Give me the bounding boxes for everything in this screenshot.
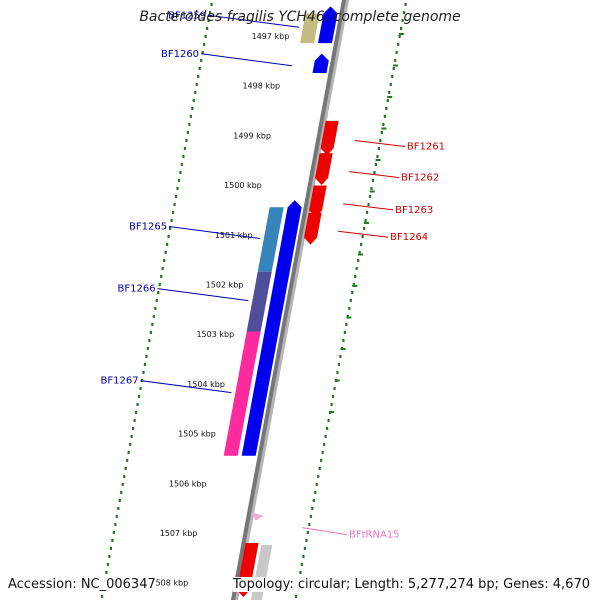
reverse-gene-leader bbox=[343, 203, 394, 211]
reverse-gene-leader bbox=[349, 171, 400, 179]
forward-gene-label[interactable]: BF1260 bbox=[161, 49, 199, 60]
scale-tick-label: 1503 kbp bbox=[196, 330, 234, 339]
cog-bar[interactable] bbox=[223, 331, 261, 456]
accession-text: Accession: NC_006347 bbox=[8, 577, 156, 592]
genome-summary-text: Topology: circular; Length: 5,277,274 bp… bbox=[232, 577, 590, 592]
feature-track-tick bbox=[352, 285, 358, 287]
reverse-gene-leader bbox=[338, 230, 389, 238]
cog-bars bbox=[223, 13, 320, 456]
backbone-line bbox=[230, 0, 347, 604]
scale-tick-label: 1508 kbp bbox=[150, 579, 188, 588]
feature-track-tick bbox=[358, 253, 364, 256]
feature-track-tick bbox=[328, 411, 334, 413]
cog-bar[interactable] bbox=[246, 271, 272, 332]
feature-track-tick bbox=[346, 316, 352, 319]
forward-gene-label[interactable]: BF1267 bbox=[101, 376, 139, 387]
cog-bar[interactable] bbox=[257, 207, 284, 272]
scale-tick-label: 1502 kbp bbox=[206, 281, 244, 290]
forward-gene-label[interactable]: BF1259 bbox=[168, 10, 206, 21]
forward-gene-arrow[interactable] bbox=[318, 6, 338, 44]
reverse-gene-arrow[interactable] bbox=[304, 212, 322, 245]
reverse-gene-arrow[interactable] bbox=[315, 153, 333, 186]
reverse-gene-label[interactable]: BF1264 bbox=[390, 232, 428, 243]
reverse-gene-label[interactable]: BF1263 bbox=[395, 205, 433, 216]
rna-gene-leader bbox=[301, 527, 348, 536]
cog-bar[interactable] bbox=[300, 13, 320, 44]
feature-track-tick bbox=[369, 190, 375, 193]
backbone bbox=[230, 0, 350, 604]
scale-tick-label: 1499 kbp bbox=[233, 131, 271, 140]
feature-track-tick bbox=[340, 348, 346, 350]
forward-gene-leader bbox=[208, 14, 300, 28]
scale-tick-label: 1500 kbp bbox=[224, 181, 262, 190]
feature-dotted-line bbox=[293, 3, 407, 604]
forward-gene-arrow[interactable] bbox=[264, 264, 290, 332]
feature-track-tick bbox=[334, 379, 340, 382]
reverse-gene-arrow[interactable] bbox=[309, 185, 327, 218]
forward-genes bbox=[241, 6, 338, 456]
rna-gene-label[interactable]: BFtRNA15 bbox=[349, 530, 400, 541]
forward-gene-leader bbox=[169, 226, 260, 239]
rna-gene-marker bbox=[251, 512, 264, 521]
reverse-gene-leader bbox=[354, 140, 405, 148]
forward-gene-label[interactable]: BF1265 bbox=[129, 222, 167, 233]
rna-genes bbox=[251, 512, 264, 521]
feature-track-tick bbox=[375, 159, 381, 161]
feature-track-tick bbox=[398, 33, 404, 35]
forward-gene-leader bbox=[157, 288, 249, 302]
forward-gene-arrow[interactable] bbox=[275, 200, 302, 272]
reverse-gene-label[interactable]: BF1262 bbox=[401, 173, 439, 184]
reverse-gene-arrow[interactable] bbox=[320, 120, 339, 156]
feature-dots bbox=[328, 33, 404, 413]
map-title: Bacteroides fragilis YCH46, complete gen… bbox=[139, 9, 461, 25]
reverse-gene-label[interactable]: BF1261 bbox=[407, 142, 445, 153]
scale-tick-label: 1505 kbp bbox=[178, 430, 216, 439]
scale-dotted-line bbox=[99, 3, 213, 604]
forward-gene-leader bbox=[200, 53, 292, 67]
forward-gene-label[interactable]: BF1266 bbox=[118, 284, 156, 295]
scale-tick-label: 1497 kbp bbox=[252, 32, 290, 41]
feature-track-tick bbox=[363, 222, 369, 224]
feature-track-tick bbox=[393, 64, 399, 67]
feature-track-tick bbox=[381, 127, 387, 130]
forward-gene-arrow[interactable] bbox=[312, 53, 329, 74]
feature-track-tick bbox=[387, 96, 393, 98]
scale-tick-label: 1506 kbp bbox=[169, 479, 207, 488]
gene-labels: BF1259 BF1260 BF1265 BF1266 BF1267 BF1261 BF12… bbox=[101, 10, 445, 540]
forward-gene-leader bbox=[140, 380, 232, 394]
scale-tick-label: 1498 kbp bbox=[242, 82, 280, 91]
scale-tick-label: 1504 kbp bbox=[187, 380, 225, 389]
scale-tick-label: 1507 kbp bbox=[160, 529, 198, 538]
forward-gene-arrow[interactable] bbox=[241, 324, 279, 456]
